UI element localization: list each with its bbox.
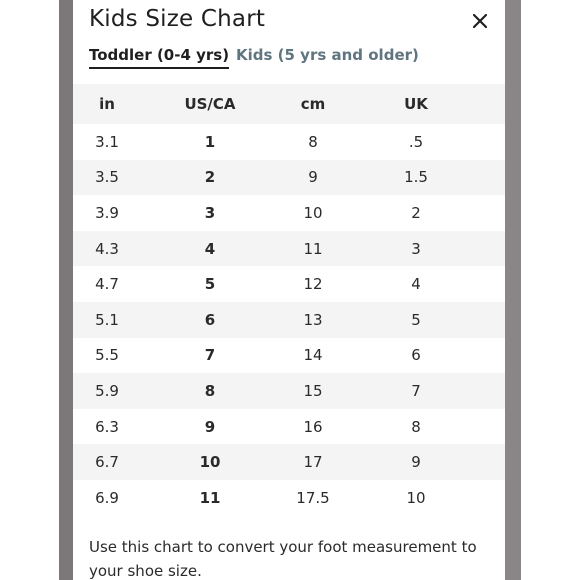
table-row: 3.9 3 10 2 (73, 195, 505, 231)
table-row: 3.1 1 8 .5 (73, 124, 505, 160)
cell-in: 6.7 (73, 444, 141, 480)
chart-footnote: Use this chart to convert your foot meas… (89, 538, 477, 580)
table-row: 4.3 4 11 3 (73, 230, 505, 267)
cell-spacer (485, 373, 505, 409)
cell-in: 6.3 (95, 417, 119, 436)
cell-us-ca: 2 (141, 159, 279, 196)
size-table: in US/CA cm UK 3.1 1 8.5 3.5 2 9 1.5 3.9 3 10 2 4.3… (73, 84, 505, 516)
column-header-spacer (485, 84, 505, 124)
cell-in: 3.5 (73, 159, 141, 196)
cell-uk: 10 (406, 488, 426, 507)
cell-uk: 5 (347, 301, 485, 338)
cell-cm: 9 (279, 159, 347, 196)
table-row: 3.5 2 9 1.5 (73, 159, 505, 196)
cell-in: 3.9 (95, 203, 119, 222)
cell-spacer (485, 195, 505, 231)
cell-spacer (485, 230, 505, 267)
table-row: 5.1 6 13 5 (73, 301, 505, 338)
cell-us-ca: 9 (204, 417, 216, 436)
cell-in: 5.1 (73, 301, 141, 338)
cell-cm: 17.5 (296, 488, 330, 507)
cell-us-ca: 4 (141, 230, 279, 267)
cell-cm: 16 (303, 417, 323, 436)
table-row: 4.7 5 12 4 (73, 266, 505, 302)
backdrop-edge-left (59, 0, 73, 580)
cell-in: 4.7 (95, 275, 119, 294)
cell-cm: 13 (279, 301, 347, 338)
cell-uk: 4 (411, 275, 421, 294)
cell-spacer (485, 159, 505, 196)
cell-spacer (485, 338, 505, 374)
cell-uk: 7 (347, 373, 485, 409)
table-row: 6.3 9 16 8 (73, 409, 505, 445)
cell-cm: 14 (303, 346, 323, 365)
cell-us-ca: 7 (204, 346, 216, 365)
cell-cm: 8 (308, 132, 318, 151)
cell-in: 4.3 (73, 230, 141, 267)
cell-spacer (485, 266, 505, 302)
table-header-row: in US/CA cm UK (73, 84, 505, 124)
cell-us-ca: 8 (141, 373, 279, 409)
cell-spacer (485, 124, 505, 160)
cell-uk: 8 (411, 417, 421, 436)
cell-in: 3.1 (95, 132, 119, 151)
size-chart-modal: Kids Size Chart Toddler (0-4 yrs) Kids (… (73, 0, 505, 580)
backdrop-edge-right (505, 0, 521, 580)
table-row: 5.9 8 15 7 (73, 373, 505, 409)
table-row: 6.9 11 17.5 10 (73, 480, 505, 516)
column-header-cm: cm (279, 84, 347, 124)
cell-in: 6.9 (95, 488, 119, 507)
column-header-us-ca: US/CA (141, 84, 279, 124)
cell-us-ca: 6 (141, 301, 279, 338)
close-icon (472, 13, 488, 29)
cell-cm: 11 (279, 230, 347, 267)
cell-cm: 12 (303, 275, 323, 294)
cell-in: 5.9 (73, 373, 141, 409)
cell-us-ca: 5 (204, 275, 216, 294)
close-button[interactable] (469, 10, 491, 32)
cell-us-ca: 1 (204, 132, 216, 151)
table-row: 6.7 10 17 9 (73, 444, 505, 480)
cell-spacer (485, 444, 505, 480)
cell-spacer (485, 409, 505, 445)
cell-uk: 1.5 (347, 159, 485, 196)
tab-kids[interactable]: Kids (5 yrs and older) (236, 46, 419, 64)
column-header-uk: UK (347, 84, 485, 124)
cell-cm: 15 (279, 373, 347, 409)
cell-us-ca: 10 (141, 444, 279, 480)
column-header-in: in (73, 84, 141, 124)
table-row: 5.5 7 14 6 (73, 338, 505, 374)
cell-us-ca: 3 (204, 203, 216, 222)
cell-spacer (485, 480, 505, 516)
cell-uk: .5 (408, 132, 424, 151)
cell-cm: 17 (279, 444, 347, 480)
tab-toddler[interactable]: Toddler (0-4 yrs) (89, 46, 230, 69)
cell-spacer (485, 301, 505, 338)
cell-uk: 3 (347, 230, 485, 267)
cell-in: 5.5 (95, 346, 119, 365)
cell-uk: 6 (411, 346, 421, 365)
cell-cm: 10 (303, 203, 323, 222)
cell-us-ca: 11 (199, 488, 221, 507)
cell-uk: 9 (347, 444, 485, 480)
modal-title: Kids Size Chart (89, 6, 266, 32)
cell-uk: 2 (411, 203, 421, 222)
